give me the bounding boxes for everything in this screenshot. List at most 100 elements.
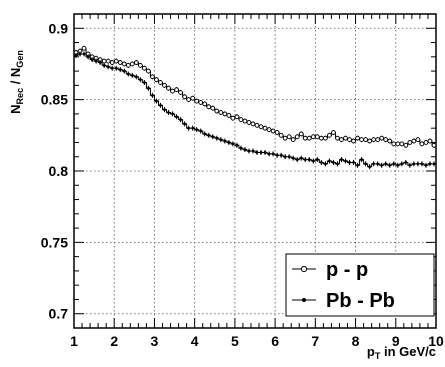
data-point <box>411 138 417 144</box>
data-point <box>254 122 260 128</box>
data-point <box>327 132 332 138</box>
data-point <box>82 52 86 56</box>
series-step-line <box>74 53 436 168</box>
data-point <box>383 137 389 142</box>
grid-layer <box>74 14 436 328</box>
data-point <box>178 90 183 95</box>
data-point <box>355 135 360 141</box>
data-point <box>387 138 393 144</box>
data-point <box>384 162 388 166</box>
data-point <box>395 141 401 147</box>
data-point <box>194 98 200 104</box>
data-point <box>171 112 174 116</box>
data-point <box>78 52 82 56</box>
data-point <box>98 61 102 64</box>
data-point <box>419 141 425 147</box>
data-point <box>250 121 256 127</box>
data-point <box>251 149 255 153</box>
y-tick-label: 0.9 <box>49 20 69 36</box>
x-axis-label: pT in GeV/c <box>367 344 436 361</box>
data-point <box>314 134 320 140</box>
x-label-rest: in GeV/c <box>380 344 436 359</box>
data-point <box>367 138 372 144</box>
data-point <box>298 131 304 137</box>
x-tick-label: 9 <box>392 333 400 349</box>
data-point <box>319 161 323 164</box>
data-point <box>231 142 235 146</box>
data-point <box>138 63 143 68</box>
data-point <box>416 162 420 166</box>
data-point <box>396 163 400 167</box>
data-point <box>282 135 288 141</box>
x-label-sub: T <box>375 351 381 361</box>
data-point <box>163 108 166 112</box>
data-point <box>190 95 196 101</box>
data-point <box>270 128 276 134</box>
x-tick-label: 8 <box>352 333 360 349</box>
data-point <box>348 161 351 164</box>
x-tick-label: 6 <box>271 333 279 349</box>
data-point <box>412 162 416 166</box>
data-point <box>403 142 409 148</box>
data-point <box>336 162 339 166</box>
data-point <box>399 141 405 147</box>
data-point <box>142 65 147 71</box>
data-point <box>199 129 203 133</box>
data-point <box>101 58 107 64</box>
data-point <box>274 130 280 135</box>
data-point <box>227 141 231 144</box>
legend-pbpb-marker <box>302 298 306 302</box>
data-point <box>372 162 376 166</box>
data-point <box>198 100 204 105</box>
data-point <box>323 162 327 166</box>
data-point <box>302 135 308 141</box>
y-tick-label: 0.7 <box>49 306 69 322</box>
data-point <box>195 128 199 132</box>
data-point <box>81 45 87 51</box>
data-point <box>344 159 347 163</box>
x-tick-label: 5 <box>231 333 239 349</box>
y-label-main1: N <box>8 104 23 113</box>
data-point <box>262 125 268 131</box>
data-point <box>218 110 224 115</box>
data-point <box>90 58 94 62</box>
data-point <box>364 162 368 166</box>
x-tick-label: 2 <box>110 333 118 349</box>
data-point <box>151 93 154 97</box>
data-point <box>238 117 244 122</box>
legend-pp-marker <box>300 265 308 273</box>
data-point <box>423 140 429 145</box>
data-point <box>138 78 142 82</box>
data-point <box>121 61 127 67</box>
data-point <box>186 97 191 102</box>
data-point <box>109 60 115 65</box>
data-point <box>279 153 283 157</box>
data-point <box>267 152 271 156</box>
data-point <box>306 135 312 141</box>
data-point <box>105 58 111 64</box>
data-point <box>210 105 216 111</box>
data-point <box>294 134 300 140</box>
data-point <box>340 158 343 161</box>
data-point <box>388 163 392 167</box>
data-point <box>259 151 263 154</box>
data-point <box>154 77 159 83</box>
data-point <box>125 63 131 68</box>
data-point <box>343 135 348 141</box>
data-point <box>159 103 162 107</box>
data-point <box>404 161 408 164</box>
data-point <box>339 137 344 142</box>
data-point <box>266 127 272 132</box>
data-point <box>113 58 119 64</box>
y-label-main2: / N <box>8 68 23 88</box>
data-point <box>202 101 208 107</box>
y-axis-label: NRec / NGen <box>8 50 25 114</box>
x-tick-label: 10 <box>428 333 444 349</box>
data-point <box>191 126 195 130</box>
data-point <box>174 87 179 92</box>
data-point <box>359 137 364 142</box>
data-point <box>183 122 187 126</box>
data-point <box>243 148 247 151</box>
data-point <box>392 162 396 166</box>
data-point <box>106 65 110 69</box>
